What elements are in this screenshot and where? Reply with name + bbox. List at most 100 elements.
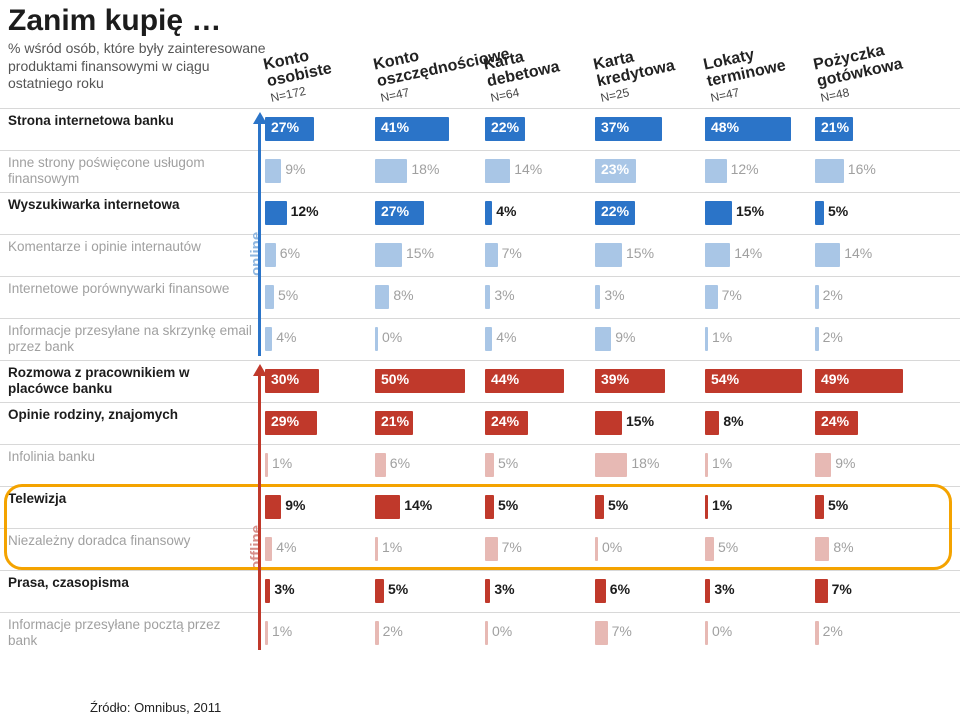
data-cell: 14% <box>705 241 815 269</box>
data-row: Informacje przesyłane pocztą przez bank1… <box>0 612 960 654</box>
bar <box>485 453 494 477</box>
bar-value: 0% <box>492 623 512 639</box>
row-label: Strona internetowa banku <box>8 113 253 129</box>
bar <box>375 285 389 309</box>
data-cell: 5% <box>265 283 375 311</box>
bar-value: 0% <box>712 623 732 639</box>
data-cell: 37% <box>595 115 705 143</box>
bar-value: 4% <box>496 329 516 345</box>
row-label: Internetowe porównywarki finansowe <box>8 281 253 297</box>
bar-value: 18% <box>631 455 659 471</box>
bar <box>375 453 386 477</box>
bar <box>375 327 378 351</box>
data-cell: 50% <box>375 367 485 395</box>
data-row: Prasa, czasopisma3%5%3%6%3%7% <box>0 570 960 612</box>
arrow-head-icon <box>253 112 267 124</box>
bar-value: 6% <box>610 581 630 597</box>
bar <box>705 411 719 435</box>
row-label: Telewizja <box>8 491 253 507</box>
bar-value: 6% <box>280 245 300 261</box>
bar <box>595 453 627 477</box>
data-row: Opinie rodziny, znajomych 29%21%24%15%8%2… <box>0 402 960 444</box>
row-cells: 12%27%4%22%15%5% <box>265 199 952 229</box>
data-cell: 44% <box>485 367 595 395</box>
data-cell: 5% <box>705 535 815 563</box>
data-cell: 16% <box>815 157 925 185</box>
data-row: Strona internetowa banku27%41%22%37%48%2… <box>0 108 960 150</box>
bar <box>705 495 708 519</box>
bar <box>265 579 270 603</box>
data-cell: 7% <box>705 283 815 311</box>
column-header: Pożyczka gotówkowaN=48 <box>812 36 929 105</box>
row-cells: 4%0%4%9%1%2% <box>265 325 952 355</box>
bar <box>815 243 840 267</box>
data-cell: 6% <box>375 451 485 479</box>
bar-value: 9% <box>835 455 855 471</box>
bar-value: 14% <box>514 161 542 177</box>
row-cells: 27%41%22%37%48%21% <box>265 115 952 145</box>
data-cell: 7% <box>595 619 705 647</box>
data-cell: 5% <box>485 493 595 521</box>
data-cell: 15% <box>595 409 705 437</box>
data-cell: 9% <box>815 451 925 479</box>
data-cell: 0% <box>595 535 705 563</box>
row-label: Niezależny doradca finansowy <box>8 533 253 549</box>
row-label: Rozmowa z pracownikiem w placówce banku <box>8 365 253 396</box>
bar-value: 2% <box>383 623 403 639</box>
data-cell: 5% <box>375 577 485 605</box>
column-header: Lokaty terminoweN=47 <box>702 36 819 105</box>
bar-value: 15% <box>626 413 654 429</box>
bar <box>485 201 492 225</box>
bar-value: 8% <box>393 287 413 303</box>
data-row: Informacje przesyłane na skrzynkę email … <box>0 318 960 360</box>
data-cell: 2% <box>815 325 925 353</box>
bar-value: 44% <box>491 371 519 387</box>
data-cell: 1% <box>705 325 815 353</box>
data-cell: 1% <box>375 535 485 563</box>
bar-value: 1% <box>712 455 732 471</box>
data-cell: 14% <box>485 157 595 185</box>
column-header: Konto oszczędnościoweN=47 <box>372 36 489 105</box>
column-headers: Konto osobisteN=172Konto oszczędnościowe… <box>270 10 952 105</box>
arrow-line <box>258 374 261 650</box>
bar-value: 27% <box>271 119 299 135</box>
bar <box>375 495 400 519</box>
bar-value: 5% <box>718 539 738 555</box>
bar-value: 6% <box>390 455 410 471</box>
data-cell: 3% <box>595 283 705 311</box>
data-cell: 23% <box>595 157 705 185</box>
data-row: Internetowe porównywarki finansowe 5% 8% 3%… <box>0 276 960 318</box>
row-label: Inne strony poświęcone usługom finansowy… <box>8 155 253 186</box>
bar-value: 5% <box>828 497 848 513</box>
bar <box>815 201 824 225</box>
row-cells: 29%21%24%15%8%24% <box>265 409 952 439</box>
data-cell: 4% <box>485 325 595 353</box>
bar-value: 9% <box>285 497 305 513</box>
bar <box>595 411 622 435</box>
source-label: Źródło: Omnibus, 2011 <box>90 700 221 715</box>
bar-value: 5% <box>498 497 518 513</box>
bar-value: 41% <box>381 119 409 135</box>
row-label: Informacje przesyłane pocztą przez bank <box>8 617 253 648</box>
row-label: Opinie rodziny, znajomych <box>8 407 253 423</box>
bar-value: 5% <box>828 203 848 219</box>
data-cell: 1% <box>705 451 815 479</box>
bar <box>485 285 490 309</box>
row-cells: 3%5%3%6%3%7% <box>265 577 952 607</box>
bar <box>815 537 829 561</box>
bar <box>375 537 378 561</box>
bar-value: 5% <box>388 581 408 597</box>
data-row: Niezależny doradca finansowy4%1%7%0%5%8% <box>0 528 960 570</box>
data-cell: 54% <box>705 367 815 395</box>
data-row: Komentarze i opinie internautów6%15%7%15… <box>0 234 960 276</box>
data-cell: 4% <box>265 325 375 353</box>
data-cell: 2% <box>815 619 925 647</box>
data-cell: 6% <box>595 577 705 605</box>
data-cell: 8% <box>815 535 925 563</box>
offline-label: offline <box>248 525 265 570</box>
bar-value: 14% <box>734 245 762 261</box>
data-cell: 14% <box>375 493 485 521</box>
bar-value: 5% <box>278 287 298 303</box>
data-row: Inne strony poświęcone usługom finansowy… <box>0 150 960 192</box>
bar <box>265 537 272 561</box>
